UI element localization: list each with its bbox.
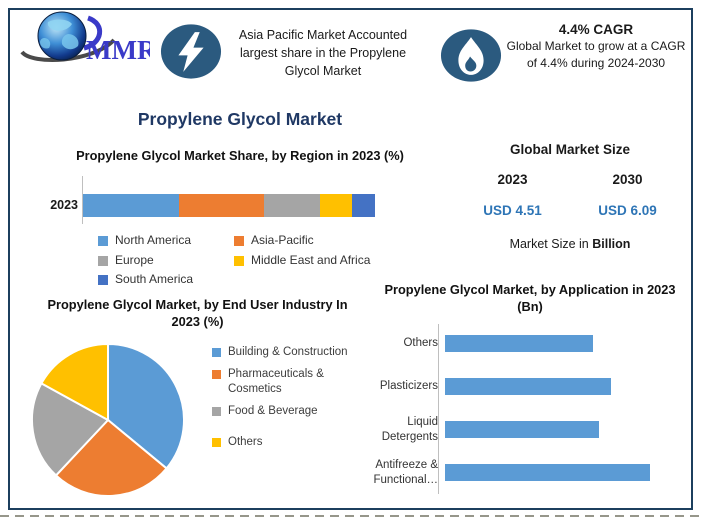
legend-swatch xyxy=(212,348,221,357)
pie-slice-pharmaceuticals-cosmetics xyxy=(54,418,168,497)
value-start: USD 4.51 xyxy=(483,203,542,218)
legend-label: Pharmaceuticals & Cosmetics xyxy=(228,367,324,395)
callout-asia-text: Asia Pacific Market Accounted largest sh… xyxy=(238,28,408,79)
region-axis-label: 2023 xyxy=(50,198,78,212)
globe-icon: MMR xyxy=(20,11,157,65)
legend-item-others: Others xyxy=(212,435,357,450)
cagr-title: 4.4% CAGR xyxy=(558,22,634,37)
region-y-axis xyxy=(82,176,83,224)
bar-segment-asia-pacific xyxy=(179,194,265,217)
legend-item-building-construction: Building & Construction xyxy=(212,345,357,360)
flame-icon xyxy=(440,28,502,83)
legend-swatch xyxy=(98,275,108,286)
region-legend: North America Asia-Pacific Europe Middle Ea… xyxy=(98,233,398,288)
legend-swatch xyxy=(212,437,221,447)
legend-swatch xyxy=(212,406,221,416)
region-chart-title: Propylene Glycol Market Share, by Region… xyxy=(76,148,404,163)
legend-label: North America xyxy=(115,233,192,247)
market-size-years: 2023 2030 xyxy=(455,172,685,187)
legend-label: Asia-Pacific xyxy=(251,233,314,247)
app-row-plasticizers: Plasticizers xyxy=(356,365,690,408)
legend-label: Food & Beverage xyxy=(228,404,318,417)
value-end: USD 6.09 xyxy=(598,203,657,218)
note-prefix: Market Size in xyxy=(509,237,593,251)
app-row-others: Others xyxy=(356,322,690,365)
market-size-note: Market Size in Billion xyxy=(455,237,685,251)
legend-item-south-america: South America xyxy=(98,272,230,288)
bar-segment-north-america xyxy=(83,194,180,217)
legend-swatch xyxy=(212,369,221,379)
app-category-label: Others xyxy=(403,337,438,350)
note-unit: Billion xyxy=(592,237,631,251)
legend-swatch xyxy=(234,255,244,266)
enduser-legend: Building & Construction Pharmaceuticals &… xyxy=(212,345,357,457)
enduser-pie xyxy=(31,342,185,497)
year-end: 2030 xyxy=(612,172,643,187)
legend-item-europe: Europe xyxy=(98,253,230,269)
app-bar-others xyxy=(445,335,593,352)
bar-segment-middle-east-and-africa xyxy=(319,194,352,217)
mmr-logo: MMR xyxy=(18,10,157,66)
pie-slice-others xyxy=(40,342,109,422)
pie-slice-food-beverage xyxy=(31,382,110,477)
legend-item-pharmaceuticals-cosmetics: Pharmaceuticals & Cosmetics xyxy=(212,367,357,397)
page-title: Propylene Glycol Market xyxy=(137,109,343,129)
legend-label: Building & Construction xyxy=(228,346,348,358)
legend-item-middle-east-and-africa: Middle East and Africa xyxy=(234,253,398,269)
logo-text: MMR xyxy=(86,35,150,65)
legend-label: Middle East and Africa xyxy=(251,252,371,267)
enduser-chart-title: Propylene Glycol Market, by End User Ind… xyxy=(47,297,348,330)
app-bar-plasticizers xyxy=(445,378,611,395)
app-row-antifreeze-functional: Antifreeze & Functional… xyxy=(356,451,690,494)
legend-item-food-beverage: Food & Beverage xyxy=(212,404,357,419)
region-stacked-bar xyxy=(83,194,376,217)
legend-label: Others xyxy=(228,435,263,448)
pie-slice-building-construction xyxy=(107,342,185,470)
legend-label: Europe xyxy=(115,252,154,267)
cagr-text: Global Market to grow at a CAGR of 4.4% … xyxy=(506,39,686,71)
app-row-liquid-detergents: Liquid Detergents xyxy=(356,408,690,451)
bar-segment-south-america xyxy=(351,194,376,217)
bottom-dotted-rule xyxy=(0,515,701,517)
market-size-values: USD 4.51 USD 6.09 xyxy=(455,203,685,218)
legend-item-north-america: North America xyxy=(98,233,230,249)
year-start: 2023 xyxy=(497,172,528,187)
legend-item-asia-pacific: Asia-Pacific xyxy=(234,233,398,249)
application-bars: Others Plasticizers Liquid Detergents Antif… xyxy=(356,322,690,494)
application-y-axis xyxy=(438,324,439,494)
legend-swatch xyxy=(234,236,244,246)
bar-segment-europe xyxy=(264,194,320,217)
application-chart-title: Propylene Glycol Market, by Application … xyxy=(384,282,676,315)
market-size-title: Global Market Size xyxy=(509,142,631,157)
app-bar-antifreeze-functional xyxy=(445,464,650,481)
lightning-icon xyxy=(160,23,222,80)
callout-cagr: 4.4% CAGR Global Market to grow at a CAG… xyxy=(504,22,688,73)
enduser-pie-wrap xyxy=(28,340,188,500)
app-category-label: Plasticizers xyxy=(379,380,438,393)
legend-label: South America xyxy=(115,272,194,287)
app-category-label: Antifreeze & Functional… xyxy=(373,458,438,486)
app-category-label: Liquid Detergents xyxy=(381,415,438,443)
legend-swatch xyxy=(98,255,108,266)
app-bar-liquid-detergents xyxy=(445,421,599,438)
legend-swatch xyxy=(98,236,108,246)
